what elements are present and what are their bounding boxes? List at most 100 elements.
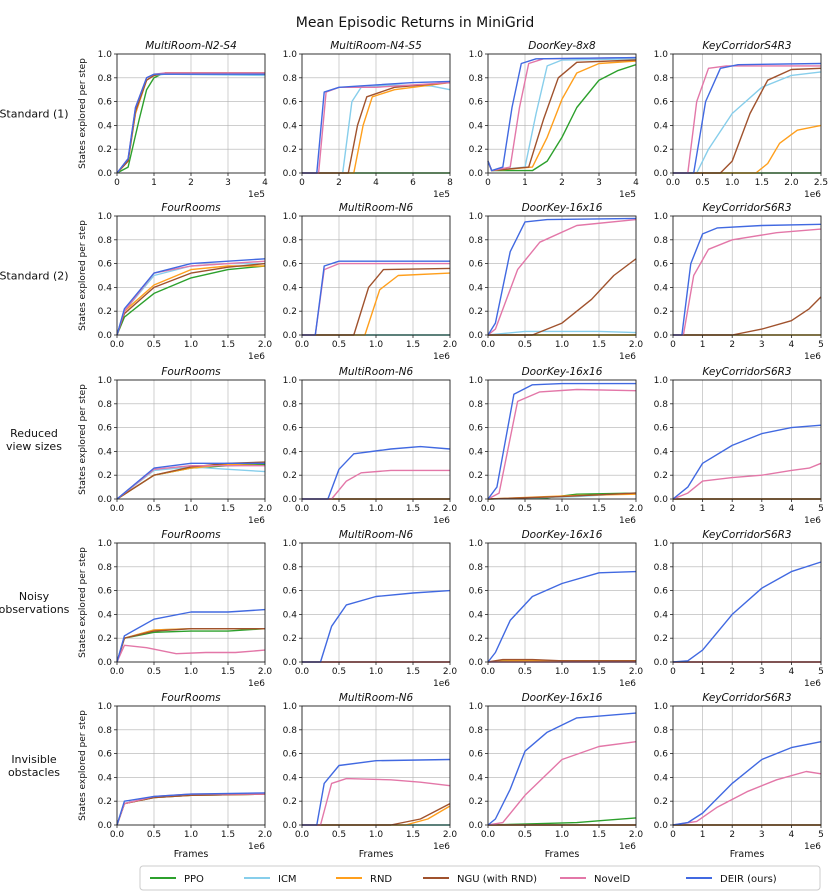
y-tick-label: 0.0 — [283, 658, 298, 668]
row-label: Invisible — [11, 753, 57, 766]
x-axis-multiplier: 1e6 — [433, 842, 450, 852]
x-tick-label: 2 — [559, 178, 565, 188]
y-tick-label: 0.2 — [283, 634, 297, 644]
y-tick-label: 0.6 — [469, 424, 484, 434]
x-tick-label: 3 — [759, 504, 765, 514]
x-tick-label: 2 — [188, 178, 194, 188]
y-tick-label: 0.8 — [283, 563, 298, 573]
series-line-ngu — [673, 296, 822, 336]
y-tick-label: 1.0 — [98, 539, 113, 549]
y-tick-label: 1.0 — [98, 50, 113, 60]
y-tick-label: 0.0 — [469, 331, 484, 341]
y-tick-label: 0.0 — [98, 331, 113, 341]
x-axis-multiplier: 1e6 — [248, 352, 265, 362]
series-line-noveld — [673, 65, 821, 174]
y-tick-label: 0.6 — [283, 424, 298, 434]
y-tick-label: 0.2 — [469, 471, 483, 481]
series-line-noveld — [672, 462, 822, 500]
x-axis-multiplier: 1e6 — [248, 842, 265, 852]
y-tick-label: 0.6 — [283, 98, 298, 108]
x-tick-label: 1.0 — [369, 667, 384, 677]
panel-title: DoorKey-8x8 — [528, 40, 596, 52]
y-tick-label: 1.0 — [469, 702, 484, 712]
x-tick-label: 0.0 — [666, 178, 681, 188]
row-label: obstacles — [8, 766, 60, 779]
x-axis-multiplier: 1e6 — [804, 679, 821, 689]
y-tick-label: 0.6 — [654, 424, 669, 434]
panel-title: KeyCorridorS6R3 — [702, 366, 791, 378]
y-tick-label: 0.4 — [98, 283, 113, 293]
panel: KeyCorridorS6R3 0 1 2 3 4 5 0.0 0.2 0.4 0.6 0.8 1.0 1… — [654, 692, 824, 860]
legend-label-deir: DEIR (ours) — [720, 874, 777, 885]
panel-title: MultiRoom-N6 — [339, 366, 414, 378]
y-tick-label: 0.4 — [654, 610, 669, 620]
series-line-deir — [116, 792, 266, 826]
x-tick-label: 0.5 — [147, 830, 161, 840]
series-line-ppo — [487, 817, 637, 826]
x-tick-label: 2 — [729, 667, 735, 677]
x-tick-label: 5 — [818, 667, 824, 677]
y-tick-label: 0.2 — [469, 145, 483, 155]
y-tick-label: 0.8 — [283, 74, 298, 84]
legend-label-rnd: RND — [370, 874, 392, 885]
y-tick-label: 0.4 — [98, 773, 113, 783]
x-axis-multiplier: 1e5 — [433, 190, 450, 200]
x-axis-multiplier: 1e6 — [619, 516, 636, 526]
y-tick-label: 0.4 — [283, 121, 298, 131]
x-tick-label: 0.5 — [147, 667, 161, 677]
panel: MultiRoom-N2-S4 0 1 2 3 4 0.0 0.2 0.4 0.6 0.8 1.0 1e… — [98, 40, 268, 200]
y-tick-label: 0.4 — [469, 610, 484, 620]
series-line-noveld — [116, 644, 266, 663]
y-tick-label: 0.6 — [654, 587, 669, 597]
x-tick-label: 1.0 — [369, 340, 384, 350]
series-line-ngu — [673, 67, 822, 174]
x-tick-label: 1.0 — [184, 667, 199, 677]
y-tick-label: 0.6 — [469, 260, 484, 270]
row-label: Reduced — [10, 427, 58, 440]
panel-title: FourRooms — [161, 692, 221, 704]
x-tick-label: 1 — [151, 178, 157, 188]
x-tick-label: 0.5 — [695, 178, 709, 188]
y-tick-label: 0.4 — [469, 283, 484, 293]
x-tick-label: 1.0 — [555, 340, 570, 350]
row-label: Standard (2) — [0, 270, 69, 283]
x-tick-label: 0.0 — [110, 830, 125, 840]
y-axis-label: States explored per step — [78, 58, 88, 169]
x-axis-label: Frames — [545, 849, 580, 860]
panel: KeyCorridorS6R3 0 1 2 3 4 5 0.0 0.2 0.4 0.6 0.8 1.0 1… — [654, 529, 824, 689]
series-line-noveld — [672, 770, 822, 826]
x-tick-label: 2 — [336, 178, 342, 188]
x-tick-label: 2.0 — [443, 340, 458, 350]
y-tick-label: 0.0 — [469, 169, 484, 179]
x-tick-label: 0 — [670, 340, 676, 350]
y-tick-label: 0.0 — [654, 495, 669, 505]
x-tick-label: 1.0 — [555, 830, 570, 840]
series-line-deir — [116, 73, 265, 174]
y-tick-label: 0.2 — [283, 797, 297, 807]
panel-title: FourRooms — [161, 366, 221, 378]
y-axis-label: States explored per step — [78, 384, 88, 495]
x-tick-label: 1.5 — [592, 667, 606, 677]
y-tick-label: 0.2 — [654, 634, 668, 644]
x-tick-label: 2 — [729, 504, 735, 514]
x-tick-label: 0.5 — [518, 340, 532, 350]
y-tick-label: 0.2 — [283, 145, 297, 155]
x-tick-label: 1.0 — [555, 504, 570, 514]
x-tick-label: 1.5 — [221, 340, 235, 350]
x-tick-label: 0.5 — [518, 667, 532, 677]
y-tick-label: 0.0 — [98, 495, 113, 505]
series-line-ppo — [116, 265, 266, 336]
x-tick-label: 4 — [789, 667, 795, 677]
x-tick-label: 2.0 — [629, 504, 644, 514]
series-line-noveld — [487, 741, 637, 826]
y-axis-label: States explored per step — [78, 220, 88, 331]
x-tick-label: 5 — [818, 340, 824, 350]
panel-frame — [672, 379, 822, 500]
y-tick-label: 1.0 — [283, 376, 298, 386]
x-tick-label: 1.0 — [725, 178, 740, 188]
y-tick-label: 0.4 — [654, 447, 669, 457]
x-tick-label: 3 — [759, 340, 765, 350]
x-tick-label: 2 — [729, 340, 735, 350]
x-tick-label: 1.5 — [406, 830, 420, 840]
y-tick-label: 1.0 — [469, 539, 484, 549]
